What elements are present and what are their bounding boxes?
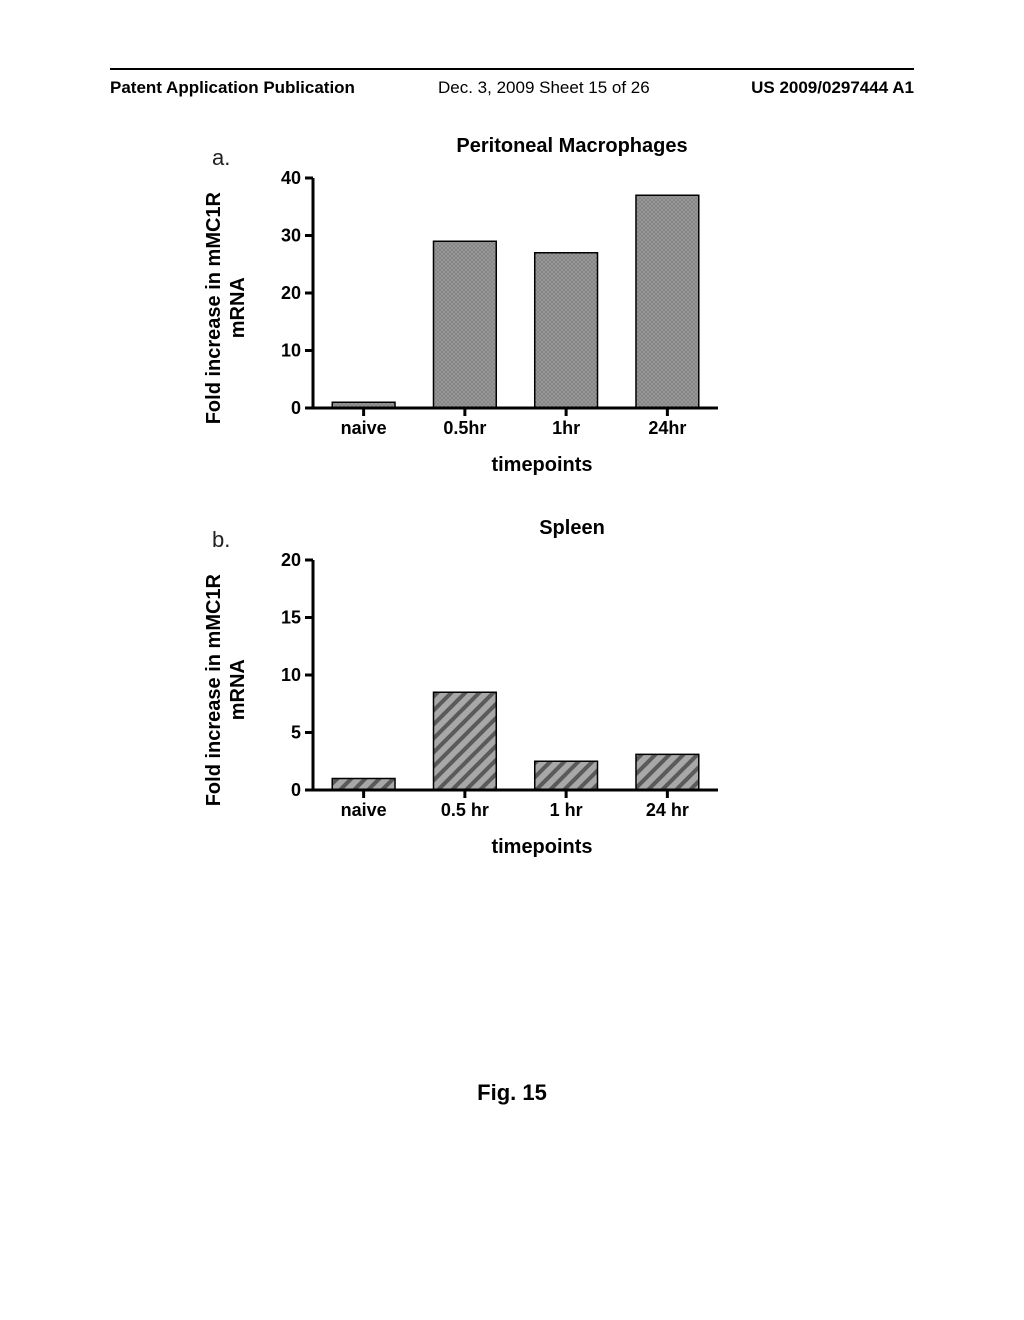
- chart-b-xlabel: timepoints: [262, 836, 822, 859]
- figure-panels: a. Peritoneal Macrophages Fold increase …: [0, 135, 1024, 899]
- svg-text:30: 30: [281, 226, 301, 246]
- svg-text:10: 10: [281, 341, 301, 361]
- bar: [433, 241, 496, 408]
- svg-text:15: 15: [281, 608, 301, 628]
- svg-text:0: 0: [291, 780, 301, 800]
- svg-text:1hr: 1hr: [552, 418, 580, 438]
- chart-b-ylabel: Fold increase in mMC1R mRNA: [202, 574, 250, 806]
- chart-b-title: Spleen: [322, 517, 822, 540]
- bar: [433, 692, 496, 790]
- svg-text:24 hr: 24 hr: [646, 800, 689, 820]
- chart-b-ylabel-line1: Fold increase in mMC1R: [203, 574, 225, 806]
- chart-a-ylabel-line2: mRNA: [227, 277, 249, 338]
- svg-text:5: 5: [291, 723, 301, 743]
- svg-text:10: 10: [281, 665, 301, 685]
- svg-text:naive: naive: [341, 418, 387, 438]
- chart-a-xlabel: timepoints: [262, 454, 822, 477]
- chart-a-ylabel: Fold increase in mMC1R mRNA: [202, 192, 250, 424]
- header-patent-number: US 2009/0297444 A1: [751, 78, 914, 98]
- panel-b-letter: b.: [212, 527, 230, 553]
- chart-a-ylabel-line1: Fold increase in mMC1R: [203, 192, 225, 424]
- header-rule: [110, 68, 914, 70]
- figure-caption: Fig. 15: [0, 1080, 1024, 1106]
- bar: [535, 253, 598, 408]
- svg-text:0.5 hr: 0.5 hr: [441, 800, 489, 820]
- bar: [636, 195, 699, 408]
- chart-a-plot: 0 10 20 30 40 naive 0.5hr 1hr 24hr: [258, 168, 728, 448]
- chart-b-ylabel-line2: mRNA: [227, 659, 249, 720]
- svg-text:0: 0: [291, 398, 301, 418]
- svg-text:20: 20: [281, 550, 301, 570]
- bar: [535, 761, 598, 790]
- chart-b-wrap: Fold increase in mMC1R mRNA 0 5 10 15 20 naiv…: [202, 550, 822, 830]
- header-date-sheet: Dec. 3, 2009 Sheet 15 of 26: [438, 78, 650, 98]
- header-publication: Patent Application Publication: [110, 78, 355, 98]
- bar: [636, 754, 699, 790]
- panel-b: b. Spleen Fold increase in mMC1R mRNA 0 5…: [202, 517, 822, 859]
- bar: [332, 779, 395, 791]
- svg-text:24hr: 24hr: [648, 418, 686, 438]
- svg-text:1 hr: 1 hr: [550, 800, 583, 820]
- svg-text:40: 40: [281, 168, 301, 188]
- chart-a-title: Peritoneal Macrophages: [322, 135, 822, 158]
- chart-b-plot: 0 5 10 15 20 naive 0.5 hr 1 hr 24 hr: [258, 550, 728, 830]
- svg-text:naive: naive: [341, 800, 387, 820]
- svg-text:20: 20: [281, 283, 301, 303]
- chart-a-wrap: Fold increase in mMC1R mRNA 0 10 20 30 40 nai…: [202, 168, 822, 448]
- panel-a: a. Peritoneal Macrophages Fold increase …: [202, 135, 822, 477]
- svg-text:0.5hr: 0.5hr: [443, 418, 486, 438]
- panel-a-letter: a.: [212, 145, 230, 171]
